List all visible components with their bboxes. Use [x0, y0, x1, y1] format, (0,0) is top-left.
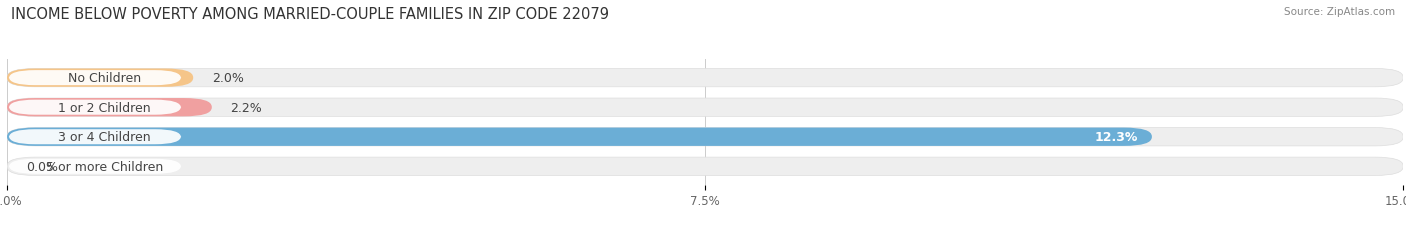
FancyBboxPatch shape: [7, 158, 1403, 176]
Text: INCOME BELOW POVERTY AMONG MARRIED-COUPLE FAMILIES IN ZIP CODE 22079: INCOME BELOW POVERTY AMONG MARRIED-COUPL…: [11, 7, 609, 22]
Text: 3 or 4 Children: 3 or 4 Children: [58, 131, 150, 144]
Text: 2.2%: 2.2%: [231, 101, 262, 114]
FancyBboxPatch shape: [7, 99, 1403, 117]
FancyBboxPatch shape: [7, 128, 1403, 146]
Text: 12.3%: 12.3%: [1094, 131, 1137, 144]
Text: No Children: No Children: [67, 72, 141, 85]
FancyBboxPatch shape: [8, 71, 181, 86]
FancyBboxPatch shape: [7, 69, 193, 87]
Text: 0.0%: 0.0%: [25, 160, 58, 173]
FancyBboxPatch shape: [8, 159, 181, 174]
Text: 5 or more Children: 5 or more Children: [45, 160, 163, 173]
FancyBboxPatch shape: [7, 69, 1403, 87]
FancyBboxPatch shape: [8, 100, 181, 115]
FancyBboxPatch shape: [7, 99, 212, 117]
FancyBboxPatch shape: [8, 130, 181, 145]
Text: 1 or 2 Children: 1 or 2 Children: [58, 101, 150, 114]
FancyBboxPatch shape: [7, 128, 1152, 146]
Text: Source: ZipAtlas.com: Source: ZipAtlas.com: [1284, 7, 1395, 17]
Text: 2.0%: 2.0%: [212, 72, 243, 85]
